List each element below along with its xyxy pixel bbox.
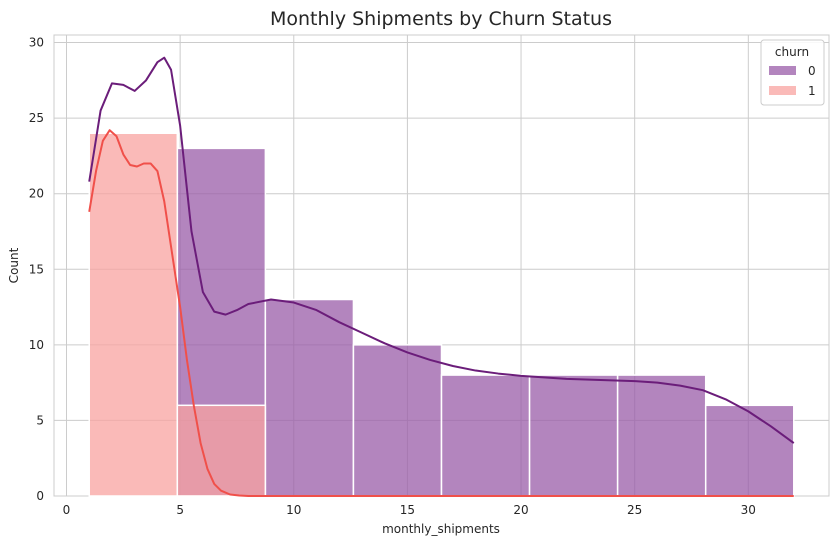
x-tick-label: 20: [513, 503, 528, 517]
histogram-bars: [88, 132, 795, 497]
legend: churn 0 1: [760, 39, 825, 106]
x-tick-label: 25: [627, 503, 642, 517]
y-tick-label: 10: [29, 338, 44, 352]
y-tick-label: 5: [36, 413, 44, 427]
x-tick-label: 30: [741, 503, 756, 517]
x-tick-label: 5: [176, 503, 184, 517]
x-axis-label: monthly_shipments: [382, 522, 500, 536]
legend-label-churn-0: 0: [808, 64, 816, 78]
y-tick-label: 0: [36, 489, 44, 503]
x-tick-label: 10: [286, 503, 301, 517]
kde-curves: [88, 56, 795, 497]
bar-churn-0: [264, 298, 355, 497]
tick-labels: 0 5 10 15 20 25 30 0 5 10 15 20 25 30: [29, 36, 756, 517]
y-tick-label: 30: [29, 36, 44, 50]
legend-label-churn-1: 1: [808, 84, 816, 98]
y-tick-label: 25: [29, 111, 44, 125]
x-tick-label: 15: [400, 503, 415, 517]
bar-churn-1: [88, 132, 179, 497]
bar-churn-0: [528, 374, 619, 497]
x-tick-label: 0: [63, 503, 71, 517]
legend-swatch-churn-1: [769, 86, 796, 95]
legend-title: churn: [775, 45, 809, 59]
bar-churn-1: [176, 404, 267, 497]
bar-churn-0: [352, 344, 443, 497]
bar-churn-0: [704, 404, 795, 497]
bar-churn-0: [616, 374, 707, 497]
legend-swatch-churn-0: [769, 66, 796, 75]
y-axis-label: Count: [7, 247, 21, 283]
y-tick-label: 15: [29, 262, 44, 276]
y-tick-label: 20: [29, 187, 44, 201]
kde-line-churn-0: [88, 56, 795, 444]
kde-line-churn-1: [88, 129, 794, 497]
bar-churn-0: [440, 374, 531, 497]
chart-title: Monthly Shipments by Churn Status: [270, 8, 612, 30]
